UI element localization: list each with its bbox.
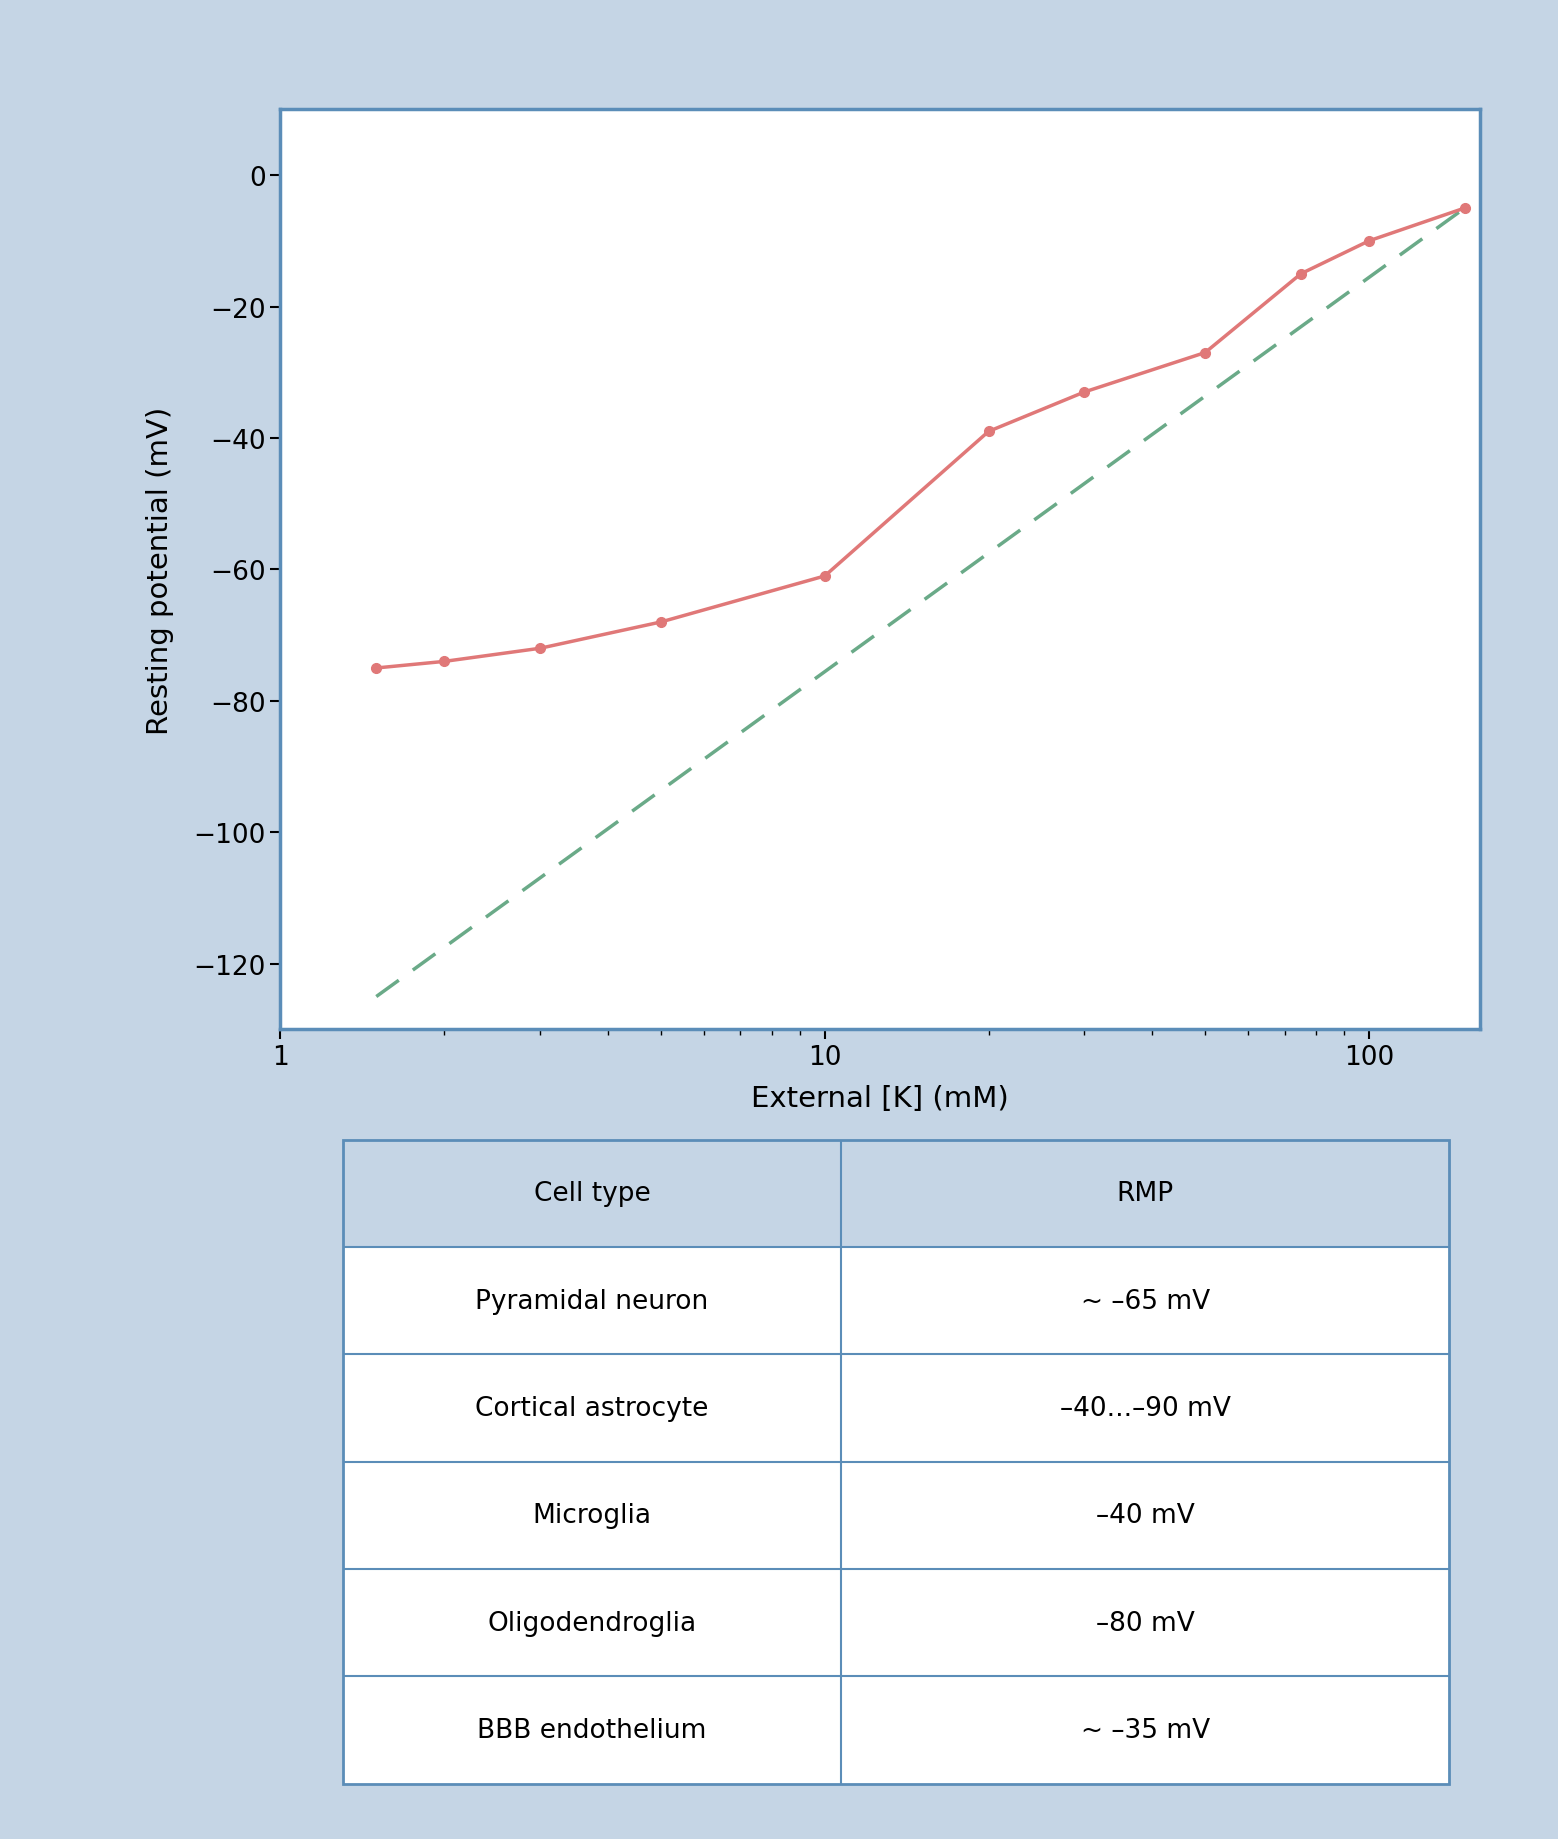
Bar <box>841 1569 1449 1677</box>
Text: ~ –65 mV: ~ –65 mV <box>1081 1287 1209 1315</box>
Bar <box>841 1355 1449 1462</box>
Y-axis label: Resting potential (mV): Resting potential (mV) <box>146 406 174 734</box>
Text: –40...–90 mV: –40...–90 mV <box>1059 1396 1231 1422</box>
Bar <box>343 1462 841 1569</box>
Text: Cell type: Cell type <box>534 1181 650 1206</box>
Text: ~ –35 mV: ~ –35 mV <box>1081 1718 1209 1743</box>
Bar <box>841 1462 1449 1569</box>
Text: –40 mV: –40 mV <box>1095 1502 1195 1528</box>
Bar <box>343 1140 841 1247</box>
Text: RMP: RMP <box>1117 1181 1173 1206</box>
Bar <box>343 1569 841 1677</box>
Bar <box>343 1355 841 1462</box>
Text: Oligodendroglia: Oligodendroglia <box>488 1609 696 1637</box>
Text: –80 mV: –80 mV <box>1095 1609 1195 1637</box>
Bar <box>841 1677 1449 1784</box>
X-axis label: External [K] (mM): External [K] (mM) <box>751 1085 1010 1113</box>
Text: Pyramidal neuron: Pyramidal neuron <box>475 1287 709 1315</box>
Bar <box>841 1140 1449 1247</box>
Bar <box>841 1247 1449 1355</box>
Text: Cortical astrocyte: Cortical astrocyte <box>475 1396 709 1422</box>
Bar <box>343 1677 841 1784</box>
Text: BBB endothelium: BBB endothelium <box>477 1718 707 1743</box>
Text: Microglia: Microglia <box>533 1502 651 1528</box>
Bar <box>343 1247 841 1355</box>
